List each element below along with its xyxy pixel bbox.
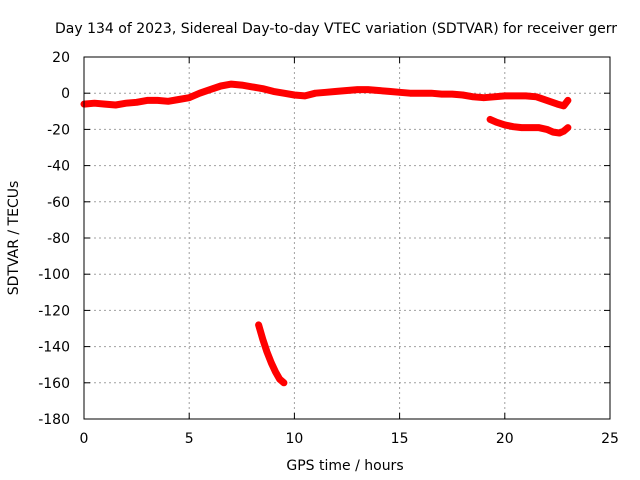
y-tick-label: -120 [38,303,70,319]
y-tick-label: -40 [47,159,70,175]
y-tick-label: -80 [47,231,70,247]
x-tick-label: 0 [80,431,89,447]
x-tick-label: 15 [391,431,409,447]
grid-lines [84,57,610,419]
chart-title: Day 134 of 2023, Sidereal Day-to-day VTE… [55,21,617,37]
series-short-arc [255,321,288,387]
x-axis-label: GPS time / hours [286,458,403,474]
series-main-arc [80,80,572,110]
y-tick-label: 20 [52,50,70,66]
y-tick-label: 0 [61,86,70,102]
y-tick-label: -20 [47,122,70,138]
y-tick-label: -140 [38,340,70,356]
x-tick-label: 20 [496,431,514,447]
plot-frame [83,56,611,420]
y-axis-label: SDTVAR / TECUs [6,181,22,296]
axis-ticks: 0 5 10 15 20 25 20 0 -20 -40 -60 -80 -100 -120 -140 -16… [38,50,619,447]
y-tick-label: -100 [38,267,70,283]
x-tick-label: 10 [285,431,303,447]
y-tick-label: -180 [38,412,70,428]
data-series [80,80,572,387]
x-tick-label: 5 [185,431,194,447]
y-tick-label: -160 [38,376,70,392]
x-tick-label: 25 [601,431,619,447]
y-tick-label: -60 [47,195,70,211]
series-late-arc [486,115,572,137]
